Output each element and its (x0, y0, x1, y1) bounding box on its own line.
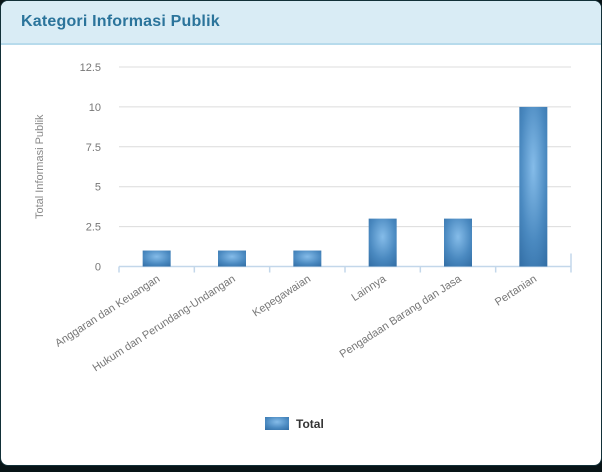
bar[interactable] (368, 218, 397, 267)
y-tick-label: 0 (95, 262, 101, 274)
x-category-label: Pertanian (493, 273, 539, 309)
bar[interactable] (293, 250, 322, 267)
y-axis-title: Total Informasi Publik (34, 114, 46, 219)
chart-area: 0 2.5 5 7.5 10 12.5 Total Informasi Publik Angg… (1, 45, 601, 465)
x-category-label: Hukum dan Perundang-Undangan (91, 273, 238, 374)
x-category-label: Lainnya (349, 272, 389, 304)
bar[interactable] (218, 250, 246, 267)
bar[interactable] (444, 218, 472, 267)
y-tick-label: 5 (95, 182, 101, 194)
y-tick-label: 2.5 (86, 222, 101, 234)
chart-card-header: Kategori Informasi Publik (1, 1, 601, 45)
x-category-label: Kepegawaian (251, 273, 313, 319)
chart-title: Kategori Informasi Publik (21, 13, 220, 30)
x-category-label: Pengadaan Barang dan Jasa (338, 272, 465, 360)
y-tick-label: 12.5 (80, 62, 101, 74)
legend-label[interactable]: Total (296, 417, 324, 431)
y-tick-label: 7.5 (86, 142, 101, 154)
bar[interactable] (142, 250, 171, 267)
bar[interactable] (519, 106, 548, 267)
legend-swatch[interactable] (265, 417, 289, 430)
y-tick-label: 10 (89, 102, 101, 114)
legend-item[interactable]: Total (265, 417, 324, 431)
